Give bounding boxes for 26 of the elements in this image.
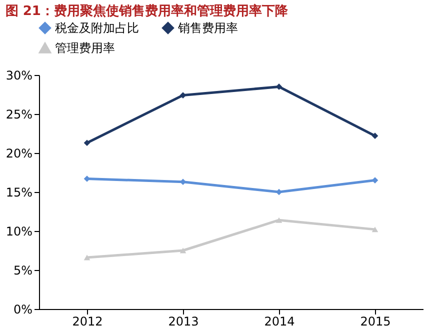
y-tick-label: 5%: [13, 264, 32, 278]
point: [372, 177, 378, 184]
point: [180, 92, 186, 98]
point: [180, 248, 186, 254]
point: [276, 188, 282, 196]
y-tick-label: 20%: [6, 146, 32, 160]
point: [276, 217, 282, 223]
y-tick-label: 10%: [6, 224, 32, 238]
point: [372, 132, 378, 139]
point: [84, 254, 90, 260]
x-tick-label: 2015: [360, 314, 391, 328]
point: [372, 226, 378, 232]
x-tick-label: 2014: [264, 314, 295, 328]
point: [84, 140, 90, 146]
y-tick-label: 0%: [13, 302, 32, 316]
y-tick-label: 30%: [6, 68, 32, 82]
chart-title: 图 21：费用聚焦使销售费用率和管理费用率下降: [5, 3, 289, 19]
x-tick-label: 2012: [72, 314, 103, 328]
point: [276, 84, 282, 90]
legend-label: 管理费用率: [55, 41, 115, 55]
legend-label: 税金及附加占比: [55, 21, 139, 35]
point: [84, 176, 90, 182]
y-tick-label: 25%: [6, 108, 32, 122]
y-tick-label: 15%: [6, 186, 32, 200]
legend-label: 销售费用率: [177, 21, 238, 35]
x-tick-label: 2013: [168, 314, 199, 328]
